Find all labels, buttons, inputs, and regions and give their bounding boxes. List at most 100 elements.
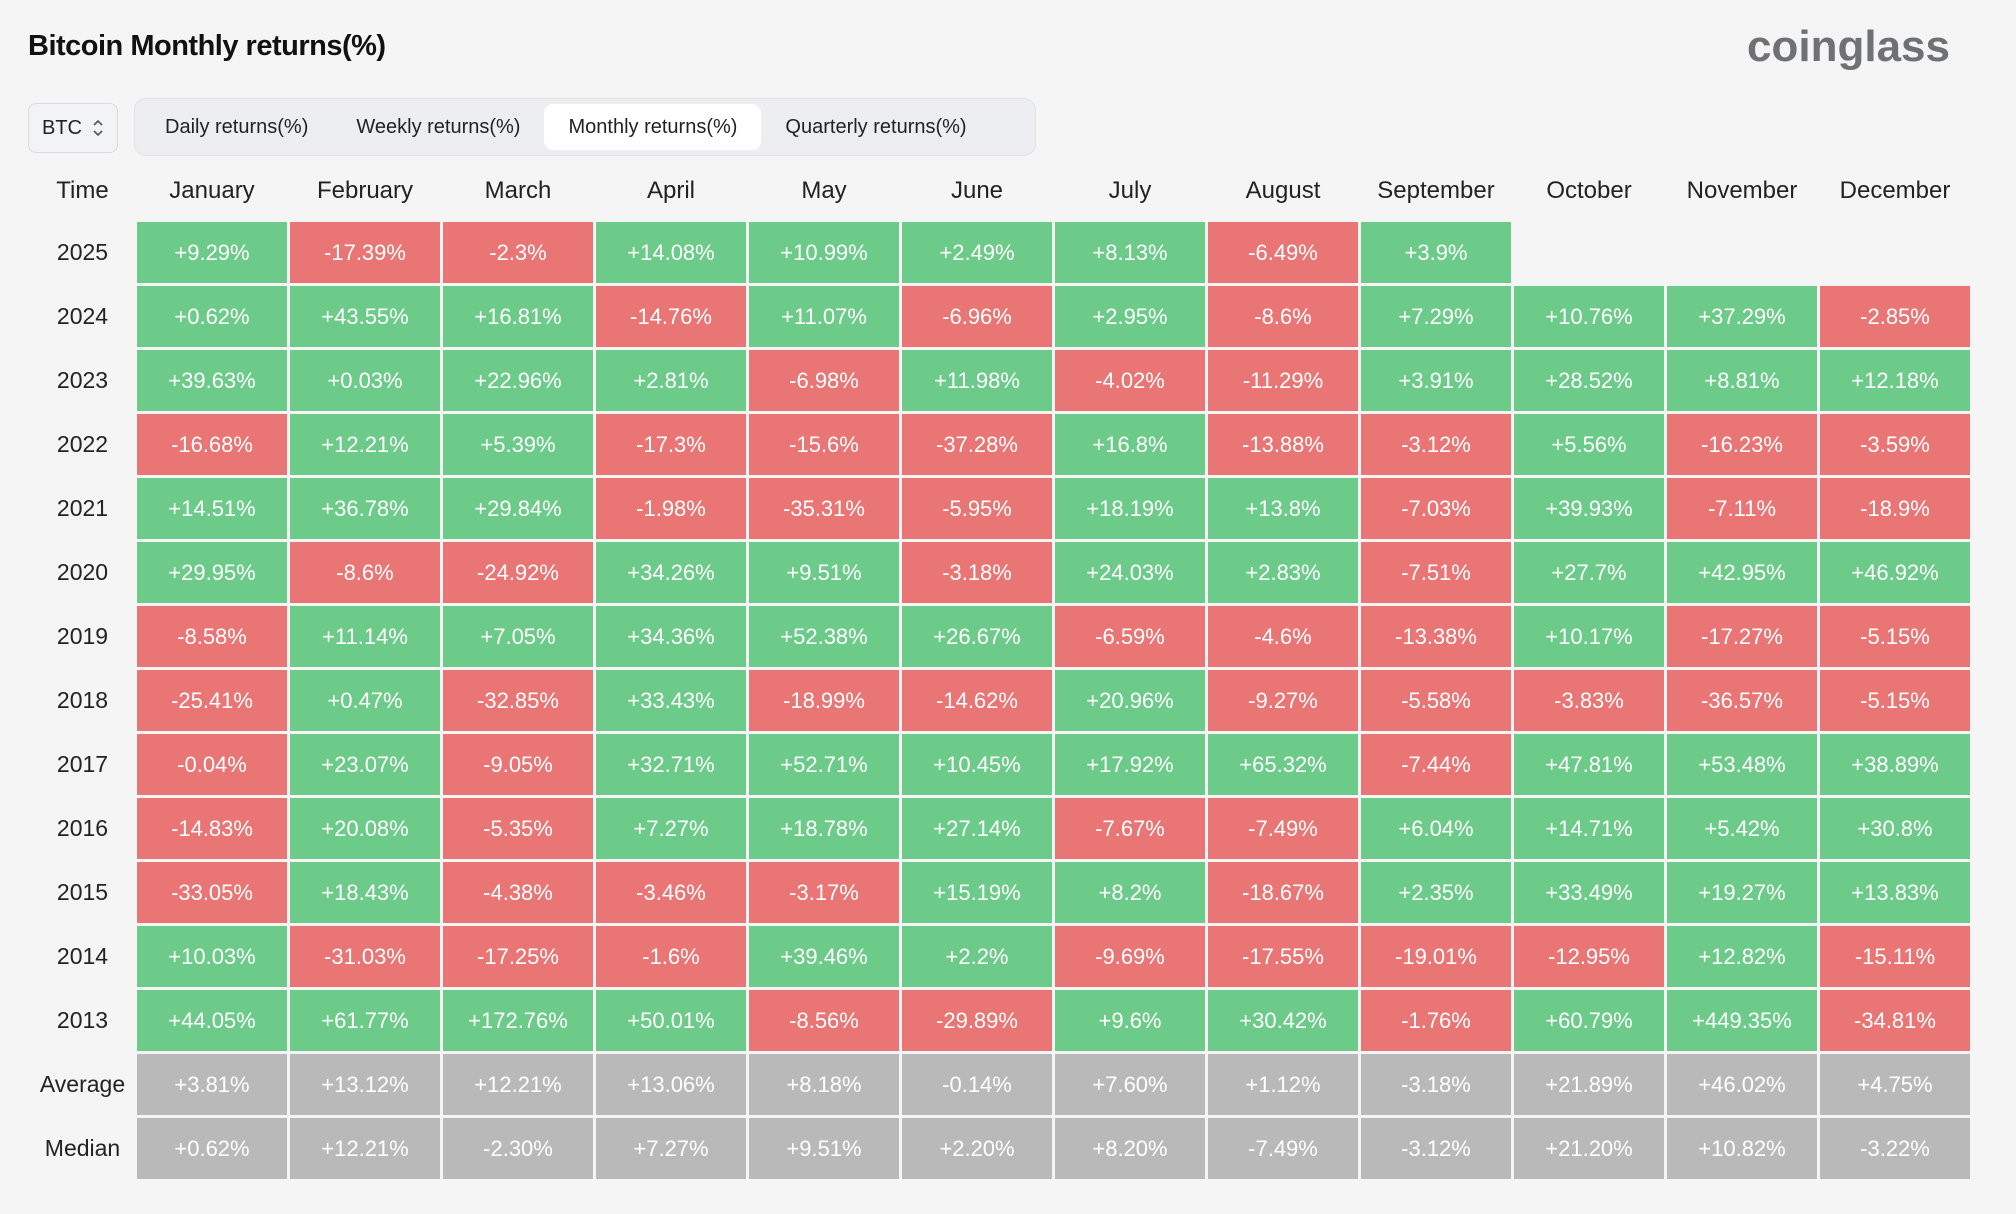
tab-daily-returns[interactable]: Daily returns(%): [165, 115, 309, 138]
return-cell: -6.59%: [1055, 606, 1205, 667]
return-cell: +20.96%: [1055, 670, 1205, 731]
return-cell: +15.19%: [902, 862, 1052, 923]
return-cell: +61.77%: [290, 990, 440, 1051]
return-cell: +10.03%: [137, 926, 287, 987]
stat-cell: +4.75%: [1820, 1054, 1970, 1115]
stat-cell: +7.60%: [1055, 1054, 1205, 1115]
return-cell: +52.71%: [749, 734, 899, 795]
return-cell: -18.99%: [749, 670, 899, 731]
return-cell: +14.08%: [596, 222, 746, 283]
return-cell: -9.27%: [1208, 670, 1358, 731]
chevron-up-down-icon: [93, 119, 103, 137]
return-cell: -19.01%: [1361, 926, 1511, 987]
return-cell: +7.29%: [1361, 286, 1511, 347]
return-cell: -18.9%: [1820, 478, 1970, 539]
stat-cell: +1.12%: [1208, 1054, 1358, 1115]
stat-cell: +8.18%: [749, 1054, 899, 1115]
return-cell: +24.03%: [1055, 542, 1205, 603]
return-cell: -5.58%: [1361, 670, 1511, 731]
return-cell: +13.8%: [1208, 478, 1358, 539]
return-cell: -17.3%: [596, 414, 746, 475]
stat-cell: +2.20%: [902, 1118, 1052, 1179]
month-header-january: January: [169, 177, 255, 204]
return-cell: +18.78%: [749, 798, 899, 859]
return-cell: +3.91%: [1361, 350, 1511, 411]
time-column-header: Time: [56, 177, 109, 204]
coinglass-logo[interactable]: coinglass: [1747, 22, 1950, 71]
table-row: 2020 +29.95% -8.6% -24.92% +34.26% +9.51% -3.1…: [31, 542, 1970, 603]
return-cell: -17.39%: [290, 222, 440, 283]
stat-cell: +3.81%: [137, 1054, 287, 1115]
return-cell: -8.58%: [137, 606, 287, 667]
return-cell: -14.76%: [596, 286, 746, 347]
return-cell: +18.19%: [1055, 478, 1205, 539]
return-cell: -18.67%: [1208, 862, 1358, 923]
return-cell: +18.43%: [290, 862, 440, 923]
return-cell: +11.07%: [749, 286, 899, 347]
return-cell: +33.43%: [596, 670, 746, 731]
tab-weekly-returns[interactable]: Weekly returns(%): [356, 115, 521, 138]
return-cell: -8.6%: [290, 542, 440, 603]
tab-quarterly-returns[interactable]: Quarterly returns(%): [785, 115, 967, 138]
stat-label: Median: [44, 1135, 121, 1161]
table-row: 2022 -16.68% +12.21% +5.39% -17.3% -15.6% -37.…: [31, 414, 1970, 475]
return-cell: +16.8%: [1055, 414, 1205, 475]
return-cell: -5.35%: [443, 798, 593, 859]
return-cell: -7.51%: [1361, 542, 1511, 603]
return-cell: -8.6%: [1208, 286, 1358, 347]
tab-monthly-returns[interactable]: Monthly returns(%): [544, 104, 762, 150]
year-label: 2017: [56, 751, 109, 777]
table-row: 2019 -8.58% +11.14% +7.05% +34.36% +52.38% +26…: [31, 606, 1970, 667]
table-row: 2021 +14.51% +36.78% +29.84% -1.98% -35.31% -5…: [31, 478, 1970, 539]
return-cell: +36.78%: [290, 478, 440, 539]
stat-cell: -3.18%: [1361, 1054, 1511, 1115]
return-cell: +5.56%: [1514, 414, 1664, 475]
return-cell: +27.7%: [1514, 542, 1664, 603]
return-cell: -33.05%: [137, 862, 287, 923]
return-cell: -32.85%: [443, 670, 593, 731]
return-cell: +50.01%: [596, 990, 746, 1051]
month-header-march: March: [484, 177, 552, 204]
return-cell: +5.39%: [443, 414, 593, 475]
return-cell: -16.68%: [137, 414, 287, 475]
return-cell: -9.05%: [443, 734, 593, 795]
stat-cell: +21.20%: [1514, 1118, 1664, 1179]
table-row: 2017 -0.04% +23.07% -9.05% +32.71% +52.71% +10…: [31, 734, 1970, 795]
return-cell: -17.55%: [1208, 926, 1358, 987]
return-cell: +8.2%: [1055, 862, 1205, 923]
table-row: 2016 -14.83% +20.08% -5.35% +7.27% +18.78% +27…: [31, 798, 1970, 859]
return-cell: +2.95%: [1055, 286, 1205, 347]
return-cell: +42.95%: [1667, 542, 1817, 603]
table-row: 2023 +39.63% +0.03% +22.96% +2.81% -6.98% +11.…: [31, 350, 1970, 411]
return-cell: -9.69%: [1055, 926, 1205, 987]
return-cell: +34.26%: [596, 542, 746, 603]
return-cell: -14.62%: [902, 670, 1052, 731]
stat-cell: +10.82%: [1667, 1118, 1817, 1179]
return-cell: -3.59%: [1820, 414, 1970, 475]
return-cell: -34.81%: [1820, 990, 1970, 1051]
year-label: 2020: [56, 559, 109, 585]
stat-cell: -0.14%: [902, 1054, 1052, 1115]
asset-select[interactable]: BTC: [28, 103, 118, 153]
return-cell: +2.81%: [596, 350, 746, 411]
table-row: 2013 +44.05% +61.77% +172.76% +50.01% -8.56% -…: [31, 990, 1970, 1051]
return-cell: -13.88%: [1208, 414, 1358, 475]
return-cell: +14.51%: [137, 478, 287, 539]
return-cell: -3.17%: [749, 862, 899, 923]
return-cell: -15.6%: [749, 414, 899, 475]
return-cell: +16.81%: [443, 286, 593, 347]
year-label: 2019: [56, 623, 109, 649]
return-cell: -16.23%: [1667, 414, 1817, 475]
monthly-returns-table: Time January February March April May June Jul…: [28, 160, 1973, 1182]
return-cell: +0.62%: [137, 286, 287, 347]
return-cell: +2.35%: [1361, 862, 1511, 923]
stat-cell: +21.89%: [1514, 1054, 1664, 1115]
return-cell: +46.92%: [1820, 542, 1970, 603]
return-cell: -5.15%: [1820, 606, 1970, 667]
empty-cell: [1667, 222, 1817, 283]
return-cell: +47.81%: [1514, 734, 1664, 795]
month-header-february: February: [316, 177, 414, 204]
return-cell: +172.76%: [443, 990, 593, 1051]
return-cell: -24.92%: [443, 542, 593, 603]
year-label: 2024: [56, 303, 109, 329]
